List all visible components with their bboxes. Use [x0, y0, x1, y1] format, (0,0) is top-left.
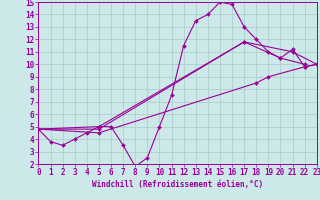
X-axis label: Windchill (Refroidissement éolien,°C): Windchill (Refroidissement éolien,°C) — [92, 180, 263, 189]
